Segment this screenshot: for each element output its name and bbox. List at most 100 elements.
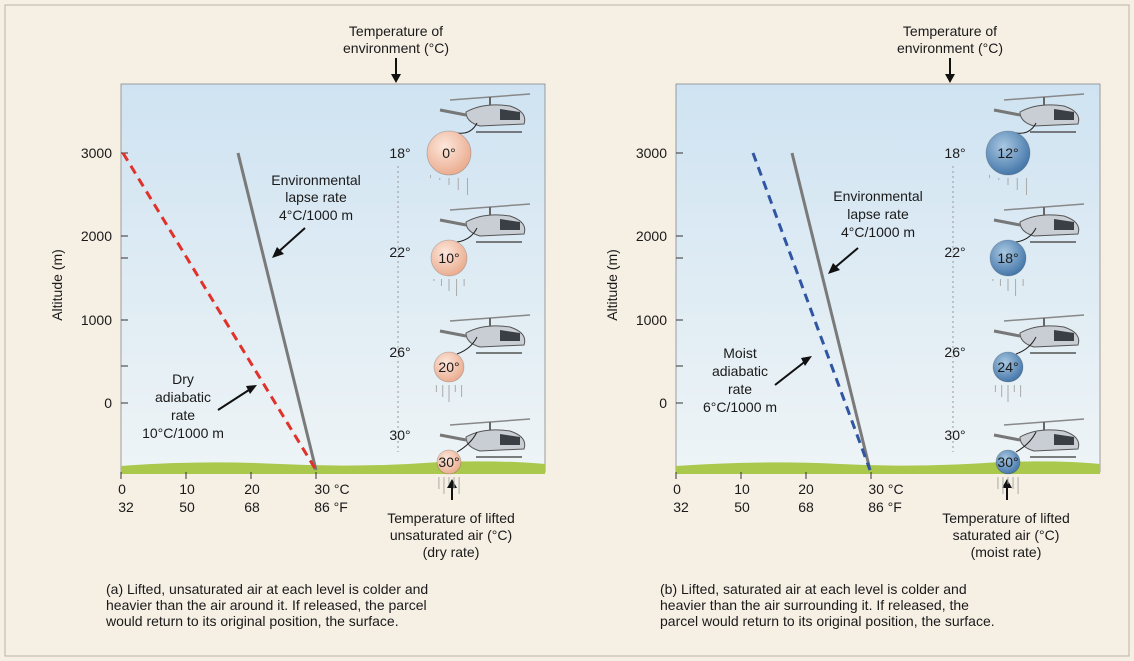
x-tick-c: 10 — [734, 481, 750, 497]
x-tick-c: 20 — [798, 481, 814, 497]
top-arrow — [945, 74, 955, 83]
bottom-label: Temperature of lifted — [942, 510, 1070, 526]
x-tick-f: 32 — [673, 499, 689, 515]
top-arrow — [391, 74, 401, 83]
top-label: environment (°C) — [343, 40, 449, 56]
env-lapse-label: 4°C/1000 m — [279, 207, 353, 223]
parcel-arrow — [217, 387, 253, 411]
env-lapse-label: lapse rate — [847, 206, 909, 222]
panel-a-y-axis — [121, 152, 128, 404]
panel-a-parcels: 0° 10° 20° 30° — [426, 93, 531, 494]
helicopter-icon — [439, 314, 531, 354]
parcel-rate-label: 6°C/1000 m — [703, 399, 777, 415]
parcel-rate-label: rate — [171, 407, 195, 423]
x-tick-c: 30 °C — [868, 481, 903, 497]
y-tick-label: 1000 — [636, 312, 667, 328]
panel-b-ground — [676, 461, 1100, 474]
x-tick-f: 86 °F — [314, 499, 348, 515]
parcel-rate-label: 10°C/1000 m — [142, 425, 224, 441]
air-parcel: 30° — [436, 431, 478, 494]
helicopter-icon — [993, 314, 1085, 354]
panel-a: 3000 2000 1000 0 Altitude (m) 0 10 20 30… — [49, 23, 546, 560]
bottom-label: saturated air (°C) — [953, 527, 1060, 543]
dry-adiabatic-line — [121, 152, 318, 471]
x-tick-c: 10 — [179, 481, 195, 497]
bottom-label: Temperature of lifted — [387, 510, 515, 526]
env-temp-label: 22° — [389, 244, 410, 260]
env-arrow-head — [272, 247, 284, 258]
env-temp-label: 30° — [389, 427, 410, 443]
env-lapse-label: lapse rate — [285, 189, 347, 205]
panel-b-y-axis — [676, 152, 683, 404]
environmental-lapse-line — [236, 152, 318, 471]
air-parcel: 18° — [989, 227, 1037, 296]
air-parcel: 30° — [995, 431, 1037, 494]
parcel-arrow-head — [801, 356, 812, 366]
caption-a: (a) Lifted, unsaturated air at each leve… — [106, 581, 429, 629]
parcel-rate-label: Dry — [172, 371, 194, 387]
air-parcel: 20° — [433, 336, 478, 402]
y-axis-label: Altitude (m) — [49, 249, 65, 321]
bottom-label: (moist rate) — [971, 544, 1042, 560]
top-label: Temperature of — [903, 23, 997, 39]
parcel-rate-label: Moist — [723, 345, 757, 361]
parcel-temp-label: 20° — [438, 359, 459, 375]
helicopter-icon — [439, 93, 531, 133]
env-lapse-label: Environmental — [271, 172, 361, 188]
x-tick-f: 50 — [179, 499, 195, 515]
x-tick-c: 0 — [673, 481, 681, 497]
parcel-rate-label: adiabatic — [712, 363, 768, 379]
helicopter-icon — [439, 418, 531, 458]
parcel-temp-label: 24° — [997, 359, 1018, 375]
air-parcel: 12° — [985, 122, 1037, 195]
parcel-temp-label: 12° — [997, 145, 1018, 161]
y-tick-label: 2000 — [81, 228, 112, 244]
y-tick-label: 2000 — [636, 228, 667, 244]
y-tick-label: 0 — [659, 395, 667, 411]
env-temp-label: 18° — [389, 145, 410, 161]
env-temp-label: 26° — [389, 344, 410, 360]
y-tick-label: 3000 — [636, 145, 667, 161]
parcel-temp-label: 30° — [438, 454, 459, 470]
panel-b: 3000 2000 1000 0 Altitude (m) 0 10 20 30… — [604, 23, 1101, 560]
x-tick-c: 20 — [244, 481, 260, 497]
air-parcel: 24° — [992, 336, 1037, 402]
env-arrow-head — [828, 263, 840, 274]
y-axis-label: Altitude (m) — [604, 249, 620, 321]
y-tick-label: 0 — [104, 395, 112, 411]
bottom-arrow — [1002, 479, 1012, 488]
x-tick-f: 50 — [734, 499, 750, 515]
environmental-lapse-line — [790, 152, 872, 471]
env-arrow — [275, 227, 306, 255]
bottom-label: unsaturated air (°C) — [390, 527, 512, 543]
y-tick-label: 1000 — [81, 312, 112, 328]
panel-b-parcels: 12° 18° 24° 30° — [985, 93, 1085, 494]
y-tick-label: 3000 — [81, 145, 112, 161]
parcel-arrow — [774, 359, 808, 386]
x-tick-f: 32 — [118, 499, 134, 515]
env-temp-label: 26° — [944, 344, 965, 360]
bottom-label: (dry rate) — [423, 544, 480, 560]
panel-a-plot-area — [120, 83, 546, 473]
moist-adiabatic-line — [751, 152, 872, 471]
parcel-temp-label: 0° — [442, 145, 455, 161]
air-parcel: 10° — [430, 227, 478, 296]
top-label: environment (°C) — [897, 40, 1003, 56]
parcel-rate-label: rate — [728, 381, 752, 397]
x-tick-c: 30 °C — [314, 481, 349, 497]
env-temp-label: 30° — [944, 427, 965, 443]
env-lapse-label: Environmental — [833, 188, 923, 204]
x-tick-c: 0 — [118, 481, 126, 497]
top-label: Temperature of — [349, 23, 443, 39]
x-tick-f: 86 °F — [868, 499, 902, 515]
env-temp-label: 18° — [944, 145, 965, 161]
env-temp-label: 22° — [944, 244, 965, 260]
x-tick-f: 68 — [244, 499, 260, 515]
parcel-arrow-head — [246, 385, 257, 394]
x-tick-f: 68 — [798, 499, 814, 515]
env-lapse-label: 4°C/1000 m — [841, 224, 915, 240]
helicopter-icon — [439, 203, 531, 243]
parcel-temp-label: 18° — [997, 250, 1018, 266]
helicopter-icon — [993, 93, 1085, 133]
